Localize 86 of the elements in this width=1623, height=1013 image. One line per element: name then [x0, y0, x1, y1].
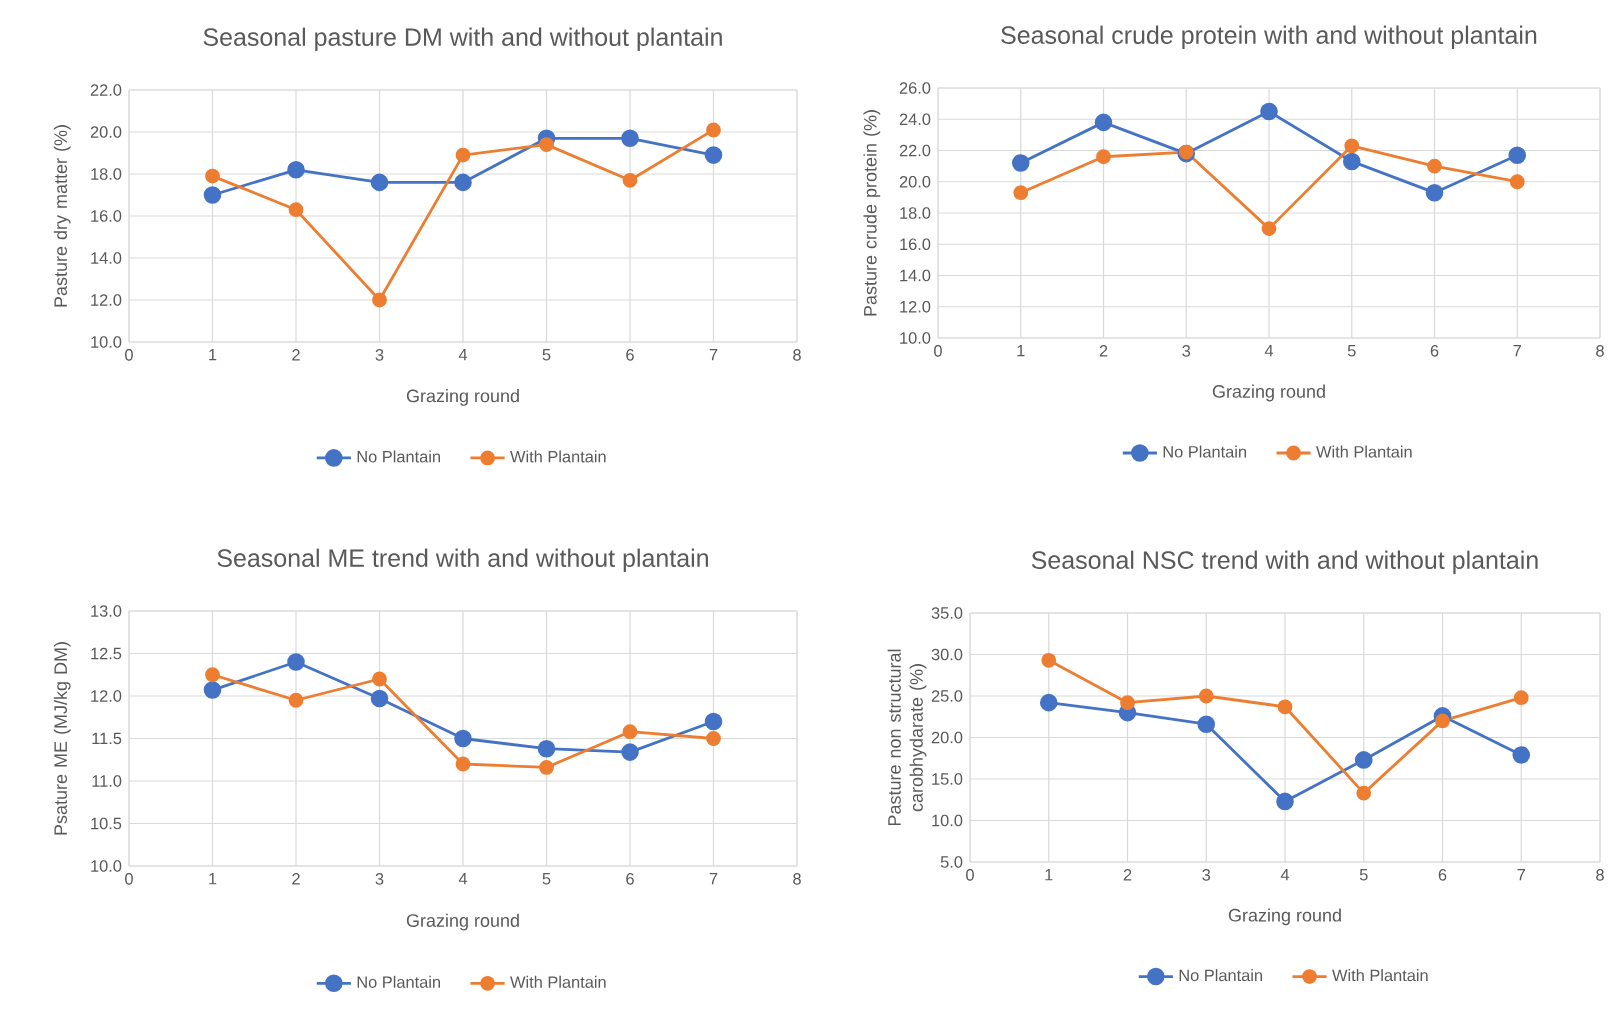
x-axis-title: Grazing round — [406, 913, 519, 931]
y-tick-label: 10.0 — [91, 860, 122, 872]
x-tick-label: 7 — [709, 873, 718, 885]
x-tick-label: 0 — [125, 873, 133, 885]
x-tick-label: 5 — [1359, 869, 1368, 881]
x-tick-label: 2 — [292, 349, 300, 361]
y-tick-label: 10.0 — [91, 336, 122, 348]
y-axis-title: Pasture dry matter (%) — [53, 125, 71, 307]
legend-label: No Plantain — [357, 450, 440, 463]
y-tick-label: 20.0 — [90, 126, 122, 138]
y-tick-label: 25.0 — [931, 690, 963, 702]
y-tick-label: 20.0 — [931, 731, 963, 744]
y-tick-label: 5.0 — [940, 856, 963, 868]
y-tick-label: 11.0 — [92, 775, 122, 787]
x-tick-label: 8 — [1596, 345, 1604, 357]
y-tick-label: 11.5 — [92, 732, 122, 745]
chart-title: Seasonal pasture DM with and without plantain — [203, 27, 722, 51]
x-tick-label: 7 — [1517, 869, 1525, 881]
legend-label: No Plantain — [1179, 969, 1262, 982]
y-tick-label: 22.0 — [90, 84, 122, 96]
y-axis-title: Pasture crude protein (%) — [863, 110, 881, 316]
x-tick-label: 0 — [934, 345, 942, 357]
x-tick-label: 1 — [1017, 345, 1025, 357]
x-tick-label: 3 — [375, 349, 384, 361]
x-tick-label: 0 — [125, 349, 133, 361]
x-tick-label: 1 — [209, 873, 217, 885]
y-tick-label: 14.0 — [91, 252, 122, 264]
x-tick-label: 5 — [542, 349, 551, 361]
chart-title: Seasonal NSC trend with and without plantain — [1031, 550, 1538, 574]
y-tick-label: 12.0 — [91, 690, 122, 702]
y-tick-label: 16.0 — [91, 210, 122, 222]
y-tick-label: 10.0 — [932, 814, 963, 827]
x-tick-label: 6 — [626, 349, 634, 361]
x-tick-label: 5 — [1347, 345, 1356, 357]
x-tick-label: 4 — [458, 873, 468, 885]
y-tick-label: 10.5 — [91, 817, 122, 830]
x-tick-label: 3 — [1182, 345, 1191, 357]
y-tick-label: 30.0 — [931, 648, 963, 661]
x-tick-label: 6 — [1438, 869, 1447, 881]
chart-title: Seasonal crude protein with and without plantain — [1001, 25, 1537, 49]
legend-label: With Plantain — [510, 450, 606, 463]
y-tick-label: 13.0 — [91, 605, 122, 617]
x-tick-label: 2 — [1099, 345, 1108, 357]
x-tick-label: 0 — [966, 869, 974, 881]
x-tick-label: 7 — [709, 349, 718, 361]
x-tick-label: 3 — [375, 873, 384, 885]
legend-label: With Plantain — [1316, 445, 1412, 458]
x-axis-title: Grazing round — [1228, 908, 1341, 926]
x-tick-label: 7 — [1513, 345, 1521, 357]
y-tick-label: 26.0 — [899, 82, 931, 94]
x-tick-label: 8 — [793, 349, 801, 361]
x-axis-title: Grazing round — [1212, 384, 1325, 402]
x-tick-label: 1 — [209, 349, 217, 361]
x-tick-label: 5 — [542, 873, 551, 885]
x-tick-label: 2 — [1123, 869, 1132, 881]
x-tick-label: 3 — [1202, 869, 1211, 881]
y-tick-label: 18.0 — [91, 168, 122, 180]
y-tick-label: 15.0 — [932, 773, 963, 785]
y-tick-label: 14.0 — [900, 269, 931, 282]
y-tick-label: 22.0 — [899, 144, 931, 157]
x-tick-label: 1 — [1045, 869, 1053, 881]
x-tick-label: 2 — [292, 873, 300, 885]
y-tick-label: 12.0 — [900, 300, 931, 313]
y-axis-title: Pasture non structural carobhydarate (%) — [887, 649, 927, 826]
legend-label: No Plantain — [357, 975, 440, 988]
x-tick-label: 4 — [1264, 345, 1274, 357]
x-axis-title: Grazing round — [406, 389, 519, 406]
y-tick-label: 12.0 — [91, 294, 122, 306]
x-tick-label: 6 — [626, 873, 634, 885]
y-tick-label: 18.0 — [900, 207, 931, 219]
y-tick-label: 16.0 — [900, 238, 931, 251]
y-tick-label: 24.0 — [899, 113, 931, 126]
x-tick-label: 8 — [1596, 869, 1604, 881]
y-tick-label: 10.0 — [900, 332, 931, 344]
legend-label: With Plantain — [510, 975, 606, 988]
x-tick-label: 4 — [458, 349, 468, 361]
x-tick-label: 4 — [1280, 869, 1290, 881]
legend-label: With Plantain — [1332, 969, 1428, 982]
y-tick-label: 12.5 — [91, 647, 122, 660]
x-tick-label: 8 — [793, 873, 801, 885]
chart-title: Seasonal ME trend with and without plantain — [217, 548, 708, 572]
legend-label: No Plantain — [1163, 445, 1246, 458]
y-tick-label: 35.0 — [931, 607, 963, 619]
y-axis-title: Psature ME (MJ/kg DM) — [53, 642, 71, 835]
y-tick-label: 20.0 — [899, 175, 931, 188]
x-tick-label: 6 — [1430, 345, 1439, 357]
